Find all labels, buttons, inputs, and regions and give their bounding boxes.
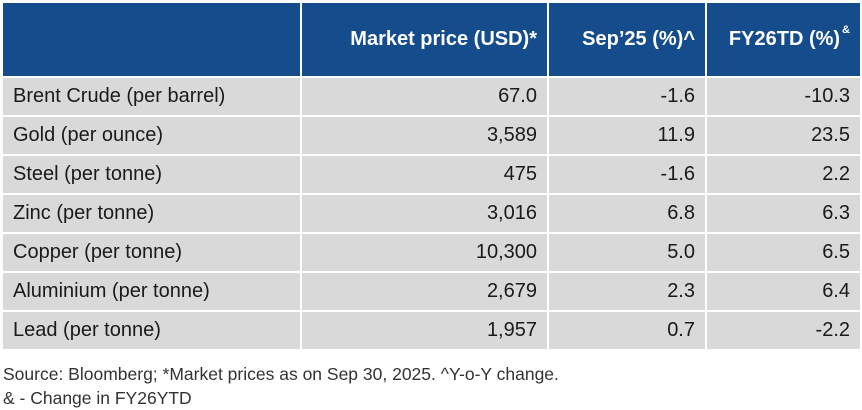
header-fy26td-label: FY26TD (%) [728, 28, 841, 50]
cell-commodity: Lead (per tonne) [3, 310, 302, 349]
table-row: Lead (per tonne) 1,957 0.7 -2.2 [3, 310, 860, 349]
table-row: Brent Crude (per barrel) 67.0 -1.6 -10.3 [3, 76, 860, 116]
header-row: Market price (USD)* Sep’25 (%)^ FY26TD (… [3, 3, 860, 77]
cell-fy26td-change: 6.4 [706, 271, 860, 311]
cell-market-price: 2,679 [301, 271, 549, 311]
cell-commodity: Copper (per tonne) [3, 232, 302, 272]
cell-market-price: 1,957 [301, 310, 549, 349]
footnote-source: Source: Bloomberg; *Market prices as on … [3, 364, 559, 384]
cell-commodity: Gold (per ounce) [3, 115, 302, 155]
header-commodity [3, 3, 302, 77]
cell-market-price: 67.0 [301, 76, 549, 116]
cell-fy26td-change: 23.5 [706, 115, 860, 155]
cell-market-price: 10,300 [301, 232, 549, 272]
cell-market-price: 3,589 [301, 115, 549, 155]
table-row: Gold (per ounce) 3,589 11.9 23.5 [3, 115, 860, 155]
header-fy26td-change: FY26TD (%) & [706, 3, 860, 77]
cell-commodity: Steel (per tonne) [3, 154, 302, 194]
table-row: Aluminium (per tonne) 2,679 2.3 6.4 [3, 271, 860, 311]
cell-sep25-change: -1.6 [548, 154, 707, 194]
cell-fy26td-change: 2.2 [706, 154, 860, 194]
cell-sep25-change: -1.6 [548, 76, 707, 116]
footnote-fy26ytd: & - Change in FY26YTD [3, 388, 192, 408]
header-fy26td-superscript: & [842, 24, 850, 37]
header-sep25-change: Sep’25 (%)^ [548, 3, 707, 77]
table-row: Steel (per tonne) 475 -1.6 2.2 [3, 154, 860, 194]
table-row: Zinc (per tonne) 3,016 6.8 6.3 [3, 193, 860, 233]
cell-sep25-change: 6.8 [548, 193, 707, 233]
cell-sep25-change: 5.0 [548, 232, 707, 272]
commodity-price-table: Market price (USD)* Sep’25 (%)^ FY26TD (… [3, 3, 860, 349]
cell-market-price: 3,016 [301, 193, 549, 233]
cell-fy26td-change: 6.3 [706, 193, 860, 233]
table-row: Copper (per tonne) 10,300 5.0 6.5 [3, 232, 860, 272]
cell-sep25-change: 2.3 [548, 271, 707, 311]
cell-commodity: Brent Crude (per barrel) [3, 76, 302, 116]
cell-sep25-change: 11.9 [548, 115, 707, 155]
cell-commodity: Aluminium (per tonne) [3, 271, 302, 311]
cell-market-price: 475 [301, 154, 549, 194]
cell-commodity: Zinc (per tonne) [3, 193, 302, 233]
cell-fy26td-change: 6.5 [706, 232, 860, 272]
header-market-price: Market price (USD)* [301, 3, 549, 77]
cell-fy26td-change: -2.2 [706, 310, 860, 349]
table-body: Brent Crude (per barrel) 67.0 -1.6 -10.3 Gol… [3, 76, 860, 349]
cell-sep25-change: 0.7 [548, 310, 707, 349]
cell-fy26td-change: -10.3 [706, 76, 860, 116]
